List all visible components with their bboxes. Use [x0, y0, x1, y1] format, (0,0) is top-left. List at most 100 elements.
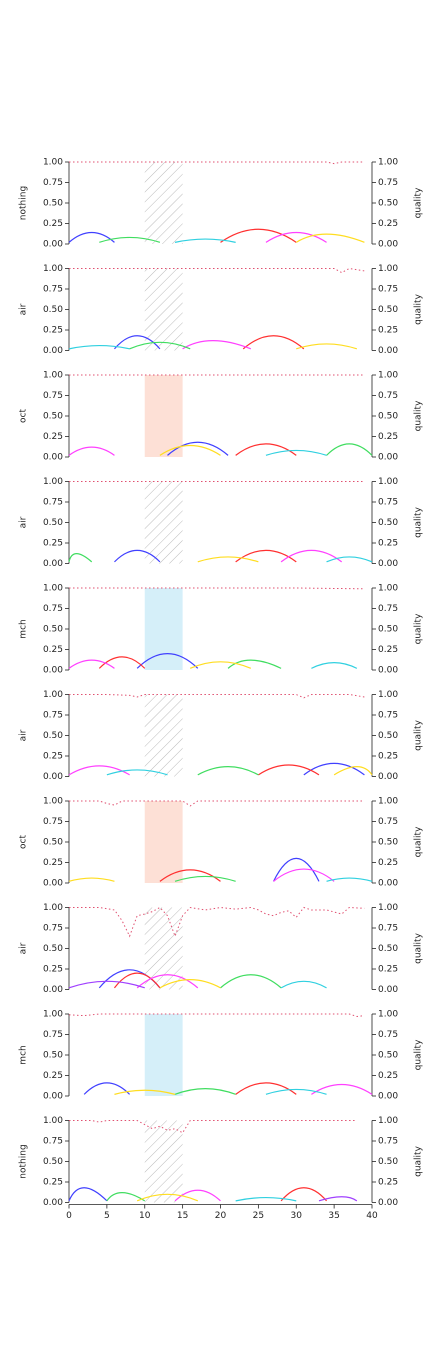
y2-tick-label: 0.50: [378, 1157, 398, 1167]
y2-tick-label: 0.25: [378, 432, 398, 442]
y2-tick-label: 1.00: [378, 690, 398, 700]
y2-tick-label: 0.75: [378, 1030, 398, 1040]
y-tick-label: 1.00: [43, 371, 63, 381]
y2-tick-label: 1.00: [378, 1116, 398, 1126]
y-axis-label: mch: [19, 619, 29, 638]
series-line: [68, 231, 115, 243]
y-axis-label: oct: [19, 409, 29, 423]
series-line: [235, 1082, 297, 1095]
y2-axis-label: quality: [414, 932, 424, 963]
quality-line: [68, 1013, 365, 1017]
y-tick-label: 1.00: [43, 1010, 63, 1020]
series-line: [68, 659, 115, 669]
series-line: [242, 335, 305, 350]
y-tick-label: 0.50: [43, 412, 63, 422]
series-line: [106, 769, 168, 776]
y-tick-label: 0.25: [43, 539, 63, 549]
series-line: [273, 868, 335, 882]
y2-axis-label: quality: [414, 506, 424, 537]
x-tick-label: 40: [366, 1211, 378, 1221]
y2-tick-label: 0.50: [378, 199, 398, 209]
y2-axis-label: quality: [414, 1039, 424, 1070]
y2-tick-label: 1.00: [378, 797, 398, 807]
y2-tick-label: 0.75: [378, 498, 398, 508]
y2-axis-label: quality: [414, 1145, 424, 1176]
series-line: [68, 344, 130, 350]
series-line: [220, 228, 297, 243]
y2-tick-label: 0.00: [378, 879, 398, 889]
panel-5: 0.00 0.00 0.25 0.25 0.50 0.50 0.75 0.75 1.00 1.00…: [19, 584, 424, 676]
y-tick-label: 1.00: [43, 477, 63, 487]
y-tick-label: 0.25: [43, 432, 63, 442]
series-line: [197, 556, 259, 563]
series-line: [129, 341, 191, 350]
series-line: [98, 656, 146, 669]
x-tick-label: 25: [253, 1211, 264, 1221]
y2-tick-label: 0.25: [378, 752, 398, 762]
y-tick-label: 0.50: [43, 1157, 63, 1167]
y2-tick-label: 0.00: [378, 666, 398, 676]
series-line: [311, 1084, 373, 1095]
series-line: [258, 764, 320, 776]
y-tick-label: 0.00: [43, 666, 63, 676]
series-line: [311, 662, 358, 669]
y2-tick-label: 0.25: [378, 326, 398, 336]
panels: 0.00 0.00 0.25 0.25 0.50 0.50 0.75 0.75 1.00 1.00…: [19, 158, 424, 1209]
y2-axis-label: quality: [414, 826, 424, 857]
panel-8: 0.00 0.00 0.25 0.25 0.50 0.50 0.75 0.75 1.00 1.00…: [19, 903, 424, 995]
series-line: [265, 449, 327, 456]
y-tick-label: 0.75: [43, 391, 63, 401]
panel-2: 0.00 0.00 0.25 0.25 0.50 0.50 0.75 0.75 1.00 1.00…: [19, 264, 424, 356]
y-tick-label: 0.25: [43, 752, 63, 762]
y2-tick-label: 0.00: [378, 240, 398, 250]
panel-10: 0.00 0.00 0.25 0.25 0.50 0.50 0.75 0.75 1.00 1.00…: [19, 1116, 424, 1208]
y2-tick-label: 0.50: [378, 518, 398, 528]
y-tick-label: 0.25: [43, 1178, 63, 1188]
series-line: [235, 549, 297, 563]
y-tick-label: 0.25: [43, 858, 63, 868]
y-axis-label: air: [19, 516, 29, 528]
y-tick-label: 0.50: [43, 518, 63, 528]
panel-3: 0.00 0.00 0.25 0.25 0.50 0.50 0.75 0.75 1.00 1.00…: [19, 371, 424, 463]
y-tick-label: 0.50: [43, 731, 63, 741]
y-tick-label: 0.25: [43, 645, 63, 655]
region-shade: [144, 268, 183, 351]
series-line: [83, 1082, 131, 1095]
y2-tick-label: 0.25: [378, 1071, 398, 1081]
y2-tick-label: 1.00: [378, 264, 398, 274]
y-tick-label: 0.00: [43, 559, 63, 569]
y-tick-label: 1.00: [43, 1116, 63, 1126]
series-line: [167, 441, 229, 456]
series-line: [68, 877, 115, 882]
y-axis-label: air: [19, 303, 29, 315]
y-tick-label: 1.00: [43, 690, 63, 700]
series-line: [68, 446, 115, 456]
series-line: [295, 233, 365, 243]
region-shade: [144, 481, 183, 564]
series-line: [197, 766, 259, 776]
x-tick-label: 30: [291, 1211, 303, 1221]
y-tick-label: 0.75: [43, 711, 63, 721]
y-tick-label: 0.75: [43, 498, 63, 508]
region-shade: [144, 375, 183, 457]
y2-tick-label: 0.50: [378, 838, 398, 848]
y2-tick-label: 0.75: [378, 924, 398, 934]
y-tick-label: 0.25: [43, 1071, 63, 1081]
series-line: [174, 238, 236, 243]
series-line: [182, 340, 252, 350]
y-axis-label: nothing: [19, 186, 29, 220]
region-shade: [144, 162, 183, 244]
y2-tick-label: 0.00: [378, 1092, 398, 1102]
y2-tick-label: 0.00: [378, 772, 398, 782]
region-shade: [144, 1120, 183, 1203]
y-tick-label: 0.75: [43, 1030, 63, 1040]
quality-line: [69, 161, 365, 165]
y-axis-label: mch: [19, 1045, 29, 1064]
y-tick-label: 0.25: [43, 326, 63, 336]
y-axis-label: air: [19, 729, 29, 741]
y2-tick-label: 0.25: [378, 1178, 398, 1188]
y2-tick-label: 0.00: [378, 346, 398, 356]
series-line: [174, 1088, 236, 1095]
y2-axis-label: quality: [414, 187, 424, 218]
y-axis-label: air: [19, 942, 29, 954]
